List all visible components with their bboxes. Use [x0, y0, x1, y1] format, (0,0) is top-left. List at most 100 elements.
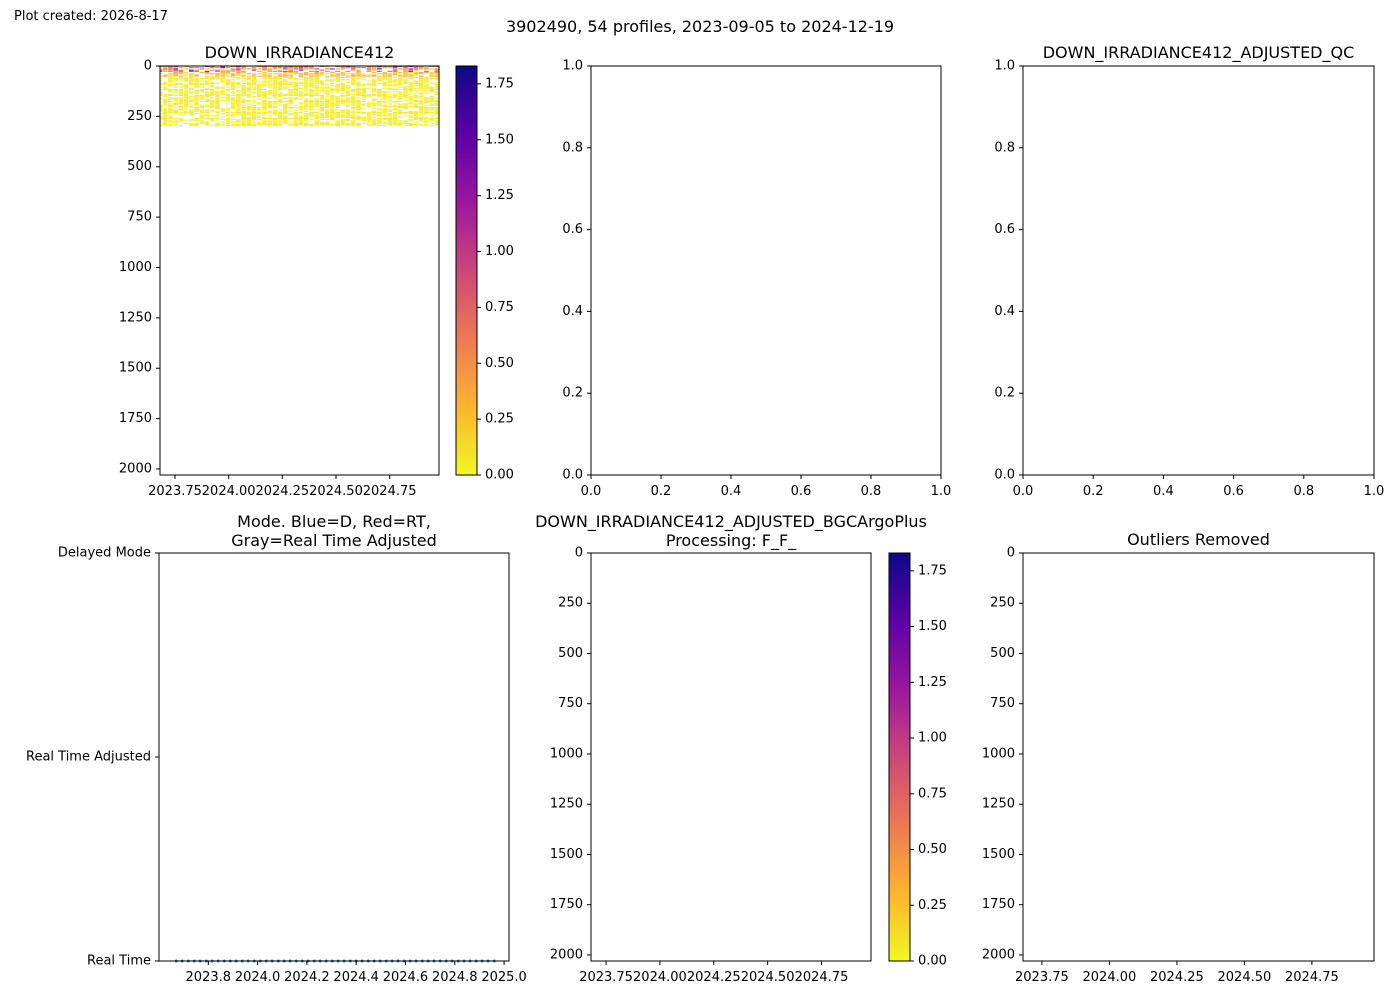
heatmap-cell: [293, 86, 299, 88]
heatmap-cell: [330, 99, 335, 101]
heatmap-cell: [168, 67, 173, 69]
heatmap-cell: [356, 119, 361, 121]
heatmap-cell: [293, 70, 299, 72]
heatmap-cell: [418, 110, 424, 112]
heatmap-cell: [178, 114, 184, 116]
heatmap-cell: [225, 111, 231, 113]
heatmap-cell: [160, 121, 163, 123]
axes-frame: [1022, 552, 1375, 962]
heatmap-cell: [387, 79, 393, 81]
heatmap-cell: [408, 84, 414, 86]
heatmap-cell: [366, 67, 372, 69]
heatmap-cell: [283, 73, 288, 75]
heatmap-cell: [256, 96, 262, 98]
heatmap-cell: [303, 78, 309, 80]
heatmap-cell: [408, 66, 414, 68]
heatmap-cell: [314, 75, 320, 77]
heatmap-cell: [283, 108, 288, 110]
heatmap-cell: [225, 90, 231, 92]
heatmap-cell: [204, 76, 210, 78]
heatmap-cell: [309, 82, 314, 84]
x-tick-label: 0.2: [1083, 484, 1104, 499]
heatmap-cell: [324, 104, 330, 106]
heatmap-cell: [251, 74, 257, 76]
heatmap-cell: [335, 84, 340, 86]
heatmap-cell: [246, 81, 252, 83]
heatmap-cell: [350, 75, 356, 77]
heatmap-cell: [283, 122, 288, 124]
heatmap-cell: [293, 93, 299, 95]
heatmap-cell: [434, 120, 439, 122]
heatmap-cell: [293, 85, 299, 87]
heatmap-cell: [277, 87, 283, 89]
heatmap-cell: [309, 81, 314, 83]
heatmap-cell: [314, 90, 320, 92]
heatmap-cell: [194, 110, 199, 112]
y-tick-label: 750: [990, 696, 1015, 711]
heatmap-cell: [397, 93, 403, 95]
heatmap-cell: [413, 66, 419, 68]
heatmap-cell: [220, 86, 226, 88]
panel-mode: 2023.8 2024.0 2024.2 2024.4 2024.6 2024.8 2025…: [26, 512, 527, 985]
heatmap-cell: [160, 98, 163, 100]
heatmap-cell: [324, 101, 330, 103]
heatmap-cell: [387, 74, 393, 76]
heatmap-cell: [324, 80, 330, 82]
heatmap-cell: [215, 111, 220, 113]
heatmap-cell: [230, 85, 236, 87]
heatmap-cell: [293, 113, 299, 115]
heatmap-cell: [267, 93, 273, 95]
heatmap-cell: [424, 86, 429, 88]
y-tick-label: 0.6: [562, 222, 583, 237]
heatmap-cell: [204, 101, 210, 103]
heatmap-cell: [350, 93, 356, 95]
heatmap-cell: [356, 109, 361, 111]
heatmap-cell: [413, 82, 419, 84]
heatmap-cell: [303, 67, 309, 69]
heatmap-cell: [173, 99, 179, 101]
heatmap-cell: [335, 104, 340, 106]
heatmap-cell: [418, 90, 424, 92]
heatmap-cell: [283, 121, 288, 123]
heatmap-cell: [241, 78, 246, 80]
heatmap-cell: [309, 93, 314, 95]
heatmap-cell: [418, 81, 424, 83]
heatmap-cell: [225, 121, 231, 123]
heatmap-cell: [160, 119, 163, 121]
heatmap-cell: [345, 98, 351, 100]
heatmap-cell: [215, 74, 220, 76]
heatmap-cell: [309, 76, 314, 78]
heatmap-cell: [377, 120, 382, 122]
heatmap-cell: [330, 98, 335, 100]
heatmap-cell: [345, 113, 351, 115]
heatmap-cell: [434, 78, 439, 80]
heatmap-cell: [424, 117, 429, 119]
heatmap-cell: [371, 68, 377, 70]
y-tick-label: Real Time Adjusted: [26, 750, 151, 765]
heatmap-cell: [324, 115, 330, 117]
heatmap-cell: [256, 75, 262, 77]
heatmap-cell: [371, 124, 377, 126]
heatmap-cell: [160, 78, 163, 80]
heatmap-cell: [429, 125, 434, 127]
heatmap-cell: [188, 119, 194, 121]
heatmap-cell: [418, 124, 424, 126]
heatmap-cell: [160, 93, 163, 95]
heatmap-cell: [350, 68, 356, 70]
heatmap-cell: [283, 93, 288, 95]
heatmap-cell: [298, 92, 304, 94]
heatmap-cell: [371, 87, 377, 89]
heatmap-cell: [429, 72, 434, 74]
heatmap-cell: [204, 87, 210, 89]
heatmap-cell: [429, 73, 434, 75]
heatmap-cell: [366, 74, 372, 76]
heatmap-cell: [418, 72, 424, 74]
heatmap-cell: [178, 97, 184, 99]
heatmap-cell: [173, 73, 179, 75]
colorbar-tick-label: 1.00: [918, 731, 947, 746]
heatmap-cell: [366, 117, 372, 119]
heatmap-cell: [183, 90, 189, 92]
heatmap-cell: [272, 86, 278, 88]
heatmap-cell: [194, 95, 199, 97]
heatmap-cell: [199, 121, 205, 123]
